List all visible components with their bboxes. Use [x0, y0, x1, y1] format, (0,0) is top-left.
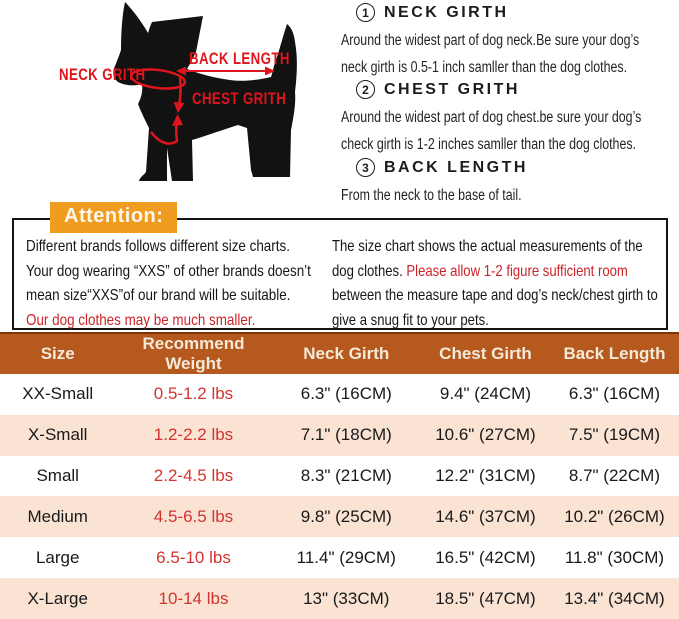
instruction-3-text: From the neck to the base of tail.	[341, 187, 522, 204]
attention-box: Attention: Different brands follows diff…	[12, 202, 668, 333]
back-length-arrow	[176, 66, 275, 76]
cell-size: X-Small	[27, 425, 88, 445]
cell-back: 11.8" (30CM)	[564, 547, 665, 567]
cell-weight: 1.2-2.2 lbs	[153, 425, 234, 445]
header-chest: Chest Girth	[439, 344, 532, 363]
cell-neck: 6.3" (16CM)	[300, 384, 392, 404]
cell-neck: 11.4" (29CM)	[296, 547, 396, 567]
instruction-1-title: NECK GIRTH	[384, 3, 509, 21]
circled-number-1-icon: 1	[356, 3, 375, 22]
cell-size: Medium	[27, 506, 88, 526]
table-row: X-Small 1.2-2.2 lbs 7.1" (18CM) 10.6" (2…	[0, 414, 679, 456]
chest-arrow-down-head	[173, 102, 185, 113]
cell-back: 13.4" (34CM)	[564, 588, 665, 608]
attention-right-text: The size chart shows the actual measurem…	[332, 235, 660, 333]
dog-silhouette	[113, 2, 297, 181]
header-size: Size	[40, 344, 75, 363]
table-row: Large 6.5-10 lbs 11.4" (29CM) 16.5" (42C…	[0, 537, 679, 578]
dog-silhouette-graphic	[113, 2, 297, 181]
attention-left-text: Different brands follows different size …	[26, 235, 328, 333]
instruction-2-text: Around the widest part of dog chest.be s…	[341, 109, 642, 153]
cell-chest: 9.4" (24CM)	[439, 384, 531, 404]
cell-chest: 10.6" (27CM)	[435, 425, 536, 445]
instruction-2-title: CHEST GRITH	[384, 80, 520, 98]
cell-chest: 14.6" (37CM)	[435, 506, 536, 526]
cell-size: Small	[36, 466, 79, 486]
table-row: Medium 4.5-6.5 lbs 9.8" (25CM) 14.6" (37…	[0, 496, 679, 538]
cell-weight: 0.5-1.2 lbs	[153, 384, 234, 404]
table-row: XX-Small 0.5-1.2 lbs 6.3" (16CM) 9.4" (2…	[0, 374, 679, 415]
attention-line: Your dog wearing “XXS” of other brands d…	[26, 262, 311, 280]
cell-weight: 10-14 lbs	[158, 588, 229, 608]
cell-weight: 2.2-4.5 lbs	[153, 466, 234, 486]
circled-number-3-icon: 3	[356, 158, 375, 177]
header-neck: Neck Girth	[303, 344, 390, 363]
chest-girth-label: CHEST GRITH	[192, 89, 287, 108]
cell-size: XX-Small	[22, 384, 94, 404]
measurement-instructions: 1 NECK GIRTH Around the widest part of d…	[340, 0, 679, 212]
circled-number-2-icon: 2	[356, 80, 375, 99]
chest-arrow-up-head	[172, 114, 183, 126]
attention-warning-line: Our dog clothes may be much smaller.	[26, 311, 256, 329]
header-back: Back Length	[563, 344, 666, 363]
cell-neck: 9.8" (25CM)	[300, 506, 392, 526]
cell-back: 10.2" (26CM)	[564, 506, 665, 526]
instruction-3-title: BACK LENGTH	[384, 158, 528, 176]
cell-weight: 4.5-6.5 lbs	[153, 506, 234, 526]
cell-back: 7.5" (19CM)	[568, 425, 660, 445]
attention-right-pre: The size chart shows the actual measurem…	[332, 238, 643, 280]
instruction-1-text: Around the widest part of dog neck.Be su…	[341, 32, 640, 76]
attention-right-post: between the measure tape and dog’s neck/…	[332, 287, 658, 329]
attention-line: mean size“XXS”of our brand will be suita…	[26, 287, 291, 304]
table-row: Small 2.2-4.5 lbs 8.3" (21CM) 12.2" (31C…	[0, 456, 679, 497]
cell-neck: 8.3" (21CM)	[300, 466, 392, 486]
attention-line: Different brands follows different size …	[26, 238, 290, 255]
cell-neck: 7.1" (18CM)	[300, 425, 392, 445]
neck-girth-ellipse	[129, 68, 187, 90]
neck-girth-label: NECK GRITH	[59, 65, 146, 84]
attention-badge: Attention:	[50, 202, 178, 233]
instruction-1-heading: 1 NECK GIRTH	[356, 3, 509, 22]
cell-weight: 6.5-10 lbs	[156, 547, 231, 567]
size-table-header: Size Recommend Weight Neck Girth Chest G…	[0, 332, 679, 374]
cell-chest: 12.2" (31CM)	[435, 466, 536, 486]
table-row: X-Large 10-14 lbs 13" (33CM) 18.5" (47CM…	[0, 578, 679, 619]
header-weight: Recommend Weight	[142, 334, 245, 373]
cell-size: X-Large	[27, 588, 88, 608]
cell-size: Large	[35, 547, 80, 567]
cell-back: 8.7" (22CM)	[568, 466, 660, 486]
instruction-3-heading: 3 BACK LENGTH	[356, 158, 528, 177]
instruction-2-heading: 2 CHEST GRITH	[356, 80, 520, 99]
size-table: Size Recommend Weight Neck Girth Chest G…	[0, 332, 679, 619]
attention-right-highlight: Please allow 1-2 figure sufficient room	[406, 262, 628, 280]
back-length-label: BACK LENGTH	[189, 49, 290, 68]
cell-chest: 16.5" (42CM)	[435, 547, 536, 567]
cell-back: 6.3" (16CM)	[568, 384, 660, 404]
cell-neck: 13" (33CM)	[303, 588, 390, 608]
dog-measurement-diagram: NECK GRITH BACK LENGTH CHEST GRITH	[0, 0, 340, 212]
cell-chest: 18.5" (47CM)	[435, 588, 536, 608]
